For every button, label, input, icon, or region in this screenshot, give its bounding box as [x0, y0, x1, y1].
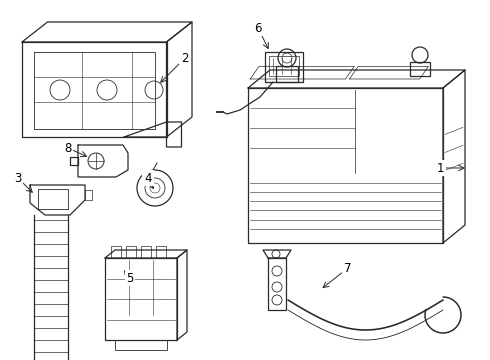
Bar: [111, 246, 121, 258]
Bar: [269, 56, 299, 76]
Text: 1: 1: [436, 162, 444, 175]
Bar: [105, 258, 177, 340]
Bar: [410, 62, 430, 76]
Bar: [115, 340, 167, 350]
Text: 2: 2: [181, 51, 189, 64]
Text: 6: 6: [254, 22, 262, 35]
Text: 4: 4: [144, 171, 152, 184]
Text: 7: 7: [344, 261, 352, 274]
Bar: [265, 52, 303, 82]
Text: 3: 3: [14, 171, 22, 184]
Bar: [38, 189, 68, 209]
Text: 5: 5: [126, 271, 134, 284]
Text: 8: 8: [64, 141, 72, 154]
Bar: [276, 66, 298, 82]
Bar: [126, 246, 136, 258]
Bar: [156, 246, 166, 258]
Bar: [141, 246, 151, 258]
